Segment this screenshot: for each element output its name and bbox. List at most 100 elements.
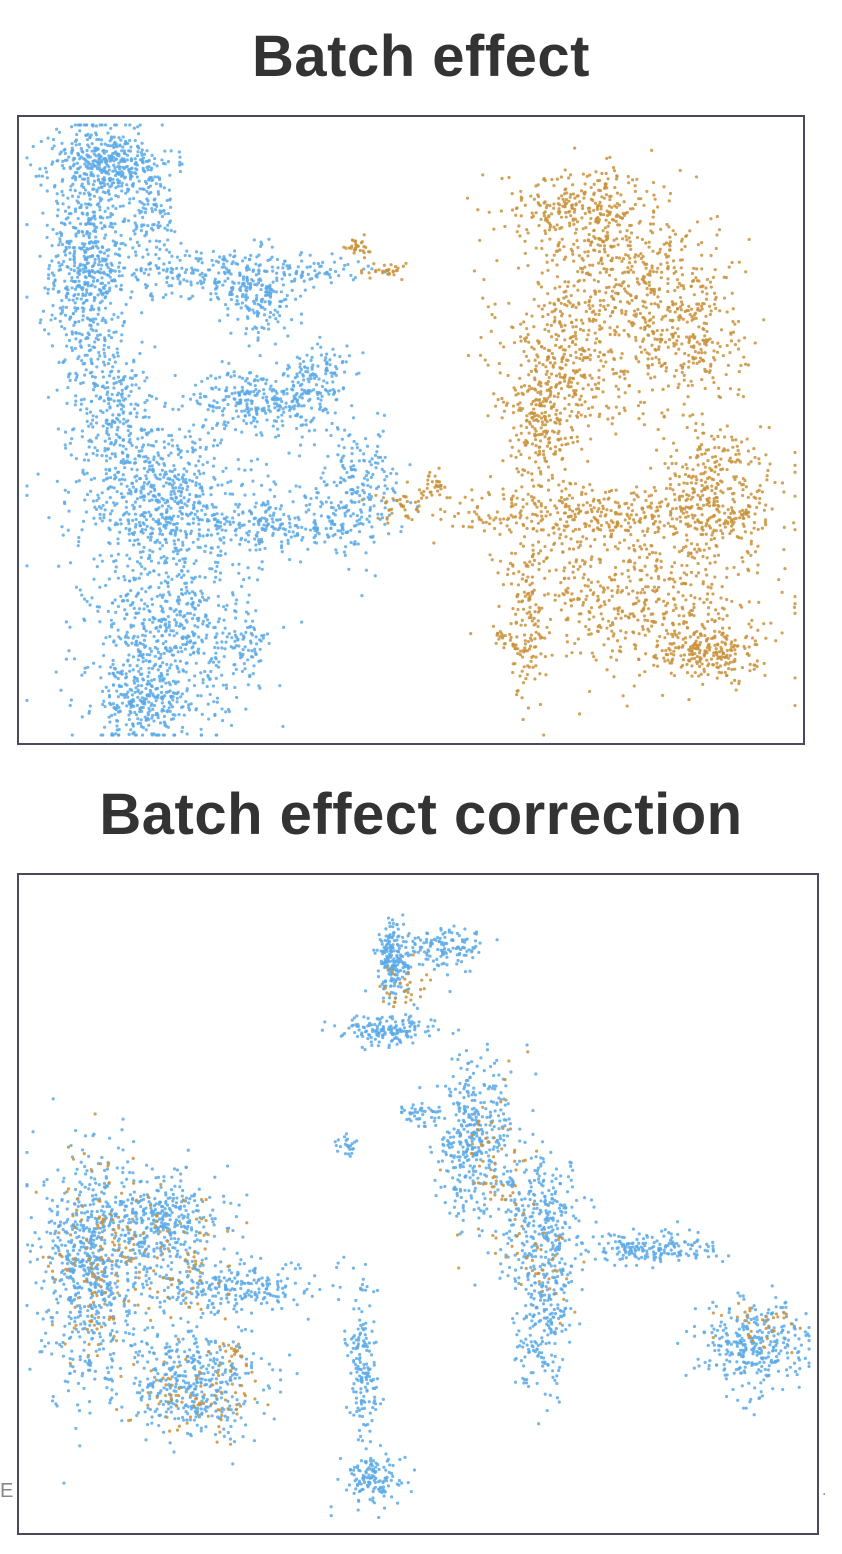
scatter-point bbox=[61, 202, 65, 206]
scatter-point bbox=[95, 365, 99, 369]
scatter-point bbox=[106, 265, 110, 270]
scatter-point bbox=[178, 160, 182, 164]
scatter-point bbox=[281, 724, 285, 728]
scatter-point bbox=[218, 441, 223, 445]
scatter-point bbox=[602, 247, 607, 251]
scatter-point bbox=[133, 157, 137, 161]
scatter-point bbox=[685, 320, 689, 324]
scatter-point bbox=[77, 320, 81, 324]
scatter-point bbox=[613, 306, 617, 310]
scatter-point bbox=[625, 210, 629, 215]
scatter-point bbox=[111, 239, 115, 243]
scatter-point bbox=[573, 217, 578, 221]
scatter-point bbox=[353, 500, 357, 504]
scatter-point bbox=[108, 374, 112, 378]
scatter-point bbox=[175, 552, 180, 556]
scatter-point bbox=[84, 288, 89, 292]
scatter-point bbox=[568, 224, 572, 228]
scatter-point bbox=[136, 125, 140, 129]
scatter-point bbox=[560, 237, 564, 241]
scatter-point bbox=[101, 503, 105, 508]
scatter-point bbox=[131, 543, 136, 547]
scatter-point bbox=[125, 612, 129, 617]
scatter-point bbox=[92, 214, 96, 218]
scatter-point bbox=[339, 458, 343, 463]
scatter-point bbox=[662, 414, 666, 418]
scatter-point bbox=[275, 271, 279, 275]
scatter-point bbox=[162, 186, 166, 190]
scatter-point bbox=[64, 657, 68, 661]
scatter-point bbox=[116, 522, 120, 526]
scatter-point bbox=[583, 211, 587, 216]
scatter-point bbox=[635, 177, 639, 181]
scatter-point bbox=[364, 551, 368, 555]
scatter-point bbox=[90, 370, 94, 374]
scatter-point bbox=[148, 553, 152, 557]
scatter-point bbox=[162, 475, 166, 479]
scatter-point bbox=[711, 275, 716, 279]
scatter-point bbox=[111, 144, 115, 148]
scatter-point bbox=[223, 647, 227, 651]
scatter-point bbox=[688, 229, 692, 233]
scatter-point bbox=[237, 401, 241, 405]
scatter-point bbox=[117, 265, 121, 269]
scatter-point bbox=[742, 355, 746, 359]
scatter-point bbox=[225, 519, 229, 523]
scatter-point bbox=[160, 695, 164, 699]
scatter-point bbox=[97, 186, 101, 190]
scatter-point bbox=[592, 208, 596, 212]
scatter-point bbox=[166, 584, 170, 589]
scatter-point bbox=[177, 163, 182, 167]
scatter-point bbox=[332, 480, 336, 484]
scatter-point bbox=[163, 404, 167, 409]
scatter-point bbox=[116, 695, 120, 699]
scatter-point bbox=[99, 267, 103, 271]
scatter-point bbox=[257, 566, 261, 570]
scatter-point bbox=[114, 610, 118, 614]
scatter-point bbox=[180, 486, 185, 491]
scatter-point bbox=[121, 422, 126, 426]
scatter-point bbox=[188, 254, 192, 258]
scatter-point bbox=[599, 258, 603, 263]
scatter-point bbox=[130, 641, 134, 645]
scatter-point bbox=[578, 200, 582, 204]
scatter-point bbox=[112, 135, 116, 139]
scatter-point bbox=[198, 392, 202, 396]
scatter-point bbox=[85, 173, 89, 177]
scatter-point bbox=[369, 494, 373, 499]
scatter-point bbox=[268, 301, 272, 305]
scatter-point bbox=[134, 611, 138, 615]
scatter-point bbox=[165, 198, 169, 203]
scatter-point bbox=[243, 538, 248, 542]
scatter-point bbox=[233, 685, 237, 690]
scatter-point bbox=[223, 303, 228, 307]
scatter-point bbox=[213, 287, 217, 291]
scatter-point bbox=[107, 165, 111, 169]
scatter-point bbox=[201, 286, 205, 290]
scatter-point bbox=[594, 170, 598, 174]
scatter-point bbox=[184, 591, 188, 595]
scatter-point bbox=[702, 327, 706, 332]
scatter-point bbox=[46, 287, 50, 291]
scatter-point bbox=[89, 292, 93, 296]
scatter-point bbox=[322, 480, 326, 484]
scatter-point bbox=[664, 369, 668, 373]
scatter-point bbox=[211, 263, 215, 267]
scatter-point bbox=[137, 576, 141, 580]
scatter-point bbox=[246, 566, 250, 570]
scatter-point bbox=[191, 503, 196, 507]
scatter-point bbox=[710, 340, 714, 344]
scatter-point bbox=[147, 510, 151, 514]
scatter-point bbox=[74, 585, 78, 589]
scatter-point bbox=[229, 538, 233, 542]
scatter-point bbox=[109, 618, 114, 622]
scatter-point bbox=[125, 510, 129, 514]
scatter-point bbox=[365, 478, 370, 482]
scatter-point bbox=[145, 165, 149, 169]
scatter-point bbox=[254, 273, 258, 277]
scatter-point bbox=[196, 603, 201, 607]
scatter-point bbox=[514, 213, 518, 217]
scatter-point bbox=[546, 292, 550, 296]
scatter-point bbox=[304, 418, 308, 422]
scatter-point bbox=[650, 357, 654, 361]
